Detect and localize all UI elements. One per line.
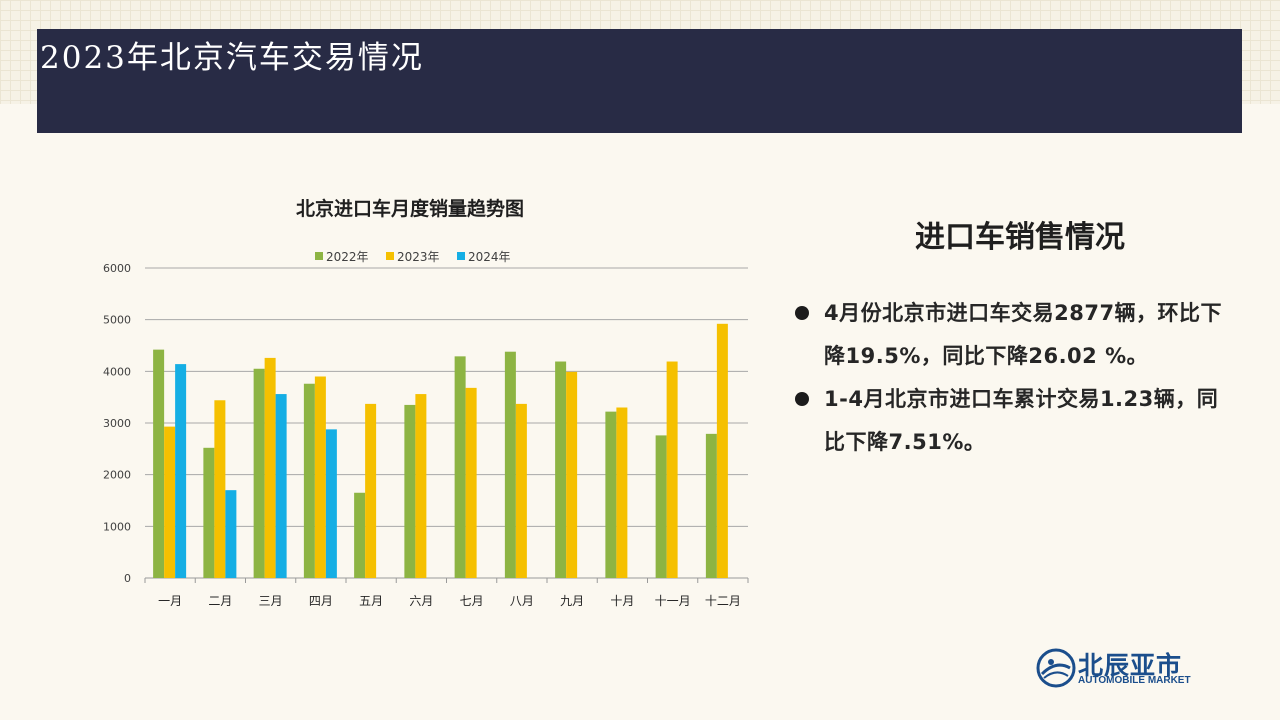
y-tick-label: 6000 xyxy=(103,262,131,275)
bar-2022年 xyxy=(354,492,366,578)
x-tick-label: 七月 xyxy=(460,594,484,608)
globe-emblem-icon xyxy=(1036,648,1076,688)
bar-2022年 xyxy=(153,349,165,578)
chart-title: 北京进口车月度销量趋势图 xyxy=(296,197,524,220)
bullet-dot-icon xyxy=(795,392,809,406)
bar-2023年 xyxy=(515,403,527,578)
bar-2022年 xyxy=(605,411,617,578)
summary-bullet-list: 4月份北京市进口车交易2877辆，环比下降19.5%，同比下降26.02 %。 … xyxy=(795,292,1235,464)
bar-2022年 xyxy=(203,447,215,578)
legend-label: 2024年 xyxy=(468,250,511,264)
bar-2023年 xyxy=(365,403,377,578)
bar-2023年 xyxy=(164,426,176,578)
bar-2022年 xyxy=(454,356,466,578)
x-tick-label: 十二月 xyxy=(705,594,741,608)
bar-2023年 xyxy=(716,323,728,578)
summary-bullet: 4月份北京市进口车交易2877辆，环比下降19.5%，同比下降26.02 %。 xyxy=(795,292,1235,378)
bar-2022年 xyxy=(504,351,516,578)
bar-2022年 xyxy=(555,361,567,578)
y-tick-label: 5000 xyxy=(103,314,131,327)
y-tick-label: 4000 xyxy=(103,365,131,378)
bar-2024年 xyxy=(325,429,337,578)
x-tick-label: 六月 xyxy=(409,594,433,608)
bullet-dot-icon xyxy=(795,306,809,320)
bar-2022年 xyxy=(705,433,717,578)
bar-2023年 xyxy=(465,387,477,578)
bar-2023年 xyxy=(666,361,678,578)
header-bar xyxy=(37,29,1242,133)
bar-2023年 xyxy=(415,394,427,578)
legend-label: 2023年 xyxy=(397,250,440,264)
bar-2022年 xyxy=(655,435,667,578)
summary-bullet: 1-4月北京市进口车累计交易1.23辆，同比下降7.51%。 xyxy=(795,378,1235,464)
bar-2023年 xyxy=(314,376,326,578)
y-tick-label: 1000 xyxy=(103,520,131,533)
company-logo: 北辰亚市 AUTOMOBILE MARKET xyxy=(1036,648,1211,690)
bar-2023年 xyxy=(616,407,628,578)
bar-2023年 xyxy=(214,400,226,578)
logo-name: 北辰亚市 xyxy=(1078,651,1183,680)
x-tick-label: 一月 xyxy=(158,594,182,608)
bar-2023年 xyxy=(264,357,276,578)
x-tick-label: 五月 xyxy=(359,594,383,608)
legend-label: 2022年 xyxy=(326,250,369,264)
x-tick-label: 九月 xyxy=(560,594,584,608)
x-tick-label: 三月 xyxy=(259,594,283,608)
summary-bullet-text: 1-4月北京市进口车累计交易1.23辆，同比下降7.51%。 xyxy=(824,387,1219,454)
bar-2023年 xyxy=(566,371,578,578)
panel-title: 进口车销售情况 xyxy=(915,220,1125,255)
x-tick-label: 二月 xyxy=(208,594,232,608)
legend-swatch xyxy=(457,252,465,260)
bar-2022年 xyxy=(253,368,265,578)
x-tick-label: 四月 xyxy=(309,594,333,608)
x-tick-label: 八月 xyxy=(510,594,534,608)
x-tick-label: 十一月 xyxy=(655,594,691,608)
logo-subtitle: AUTOMOBILE MARKET xyxy=(1078,675,1191,686)
x-tick-label: 十月 xyxy=(610,594,634,608)
bar-2022年 xyxy=(404,404,416,578)
y-tick-label: 3000 xyxy=(103,417,131,430)
y-tick-label: 0 xyxy=(124,572,131,585)
bar-2022年 xyxy=(303,383,315,578)
bar-2024年 xyxy=(275,394,287,578)
legend-swatch xyxy=(386,252,394,260)
page-title: 2023年北京汽车交易情况 xyxy=(40,40,424,76)
summary-bullet-text: 4月份北京市进口车交易2877辆，环比下降19.5%，同比下降26.02 %。 xyxy=(824,301,1223,368)
legend-swatch xyxy=(315,252,323,260)
bar-2024年 xyxy=(225,490,237,578)
y-tick-label: 2000 xyxy=(103,469,131,482)
bar-2024年 xyxy=(175,364,187,578)
